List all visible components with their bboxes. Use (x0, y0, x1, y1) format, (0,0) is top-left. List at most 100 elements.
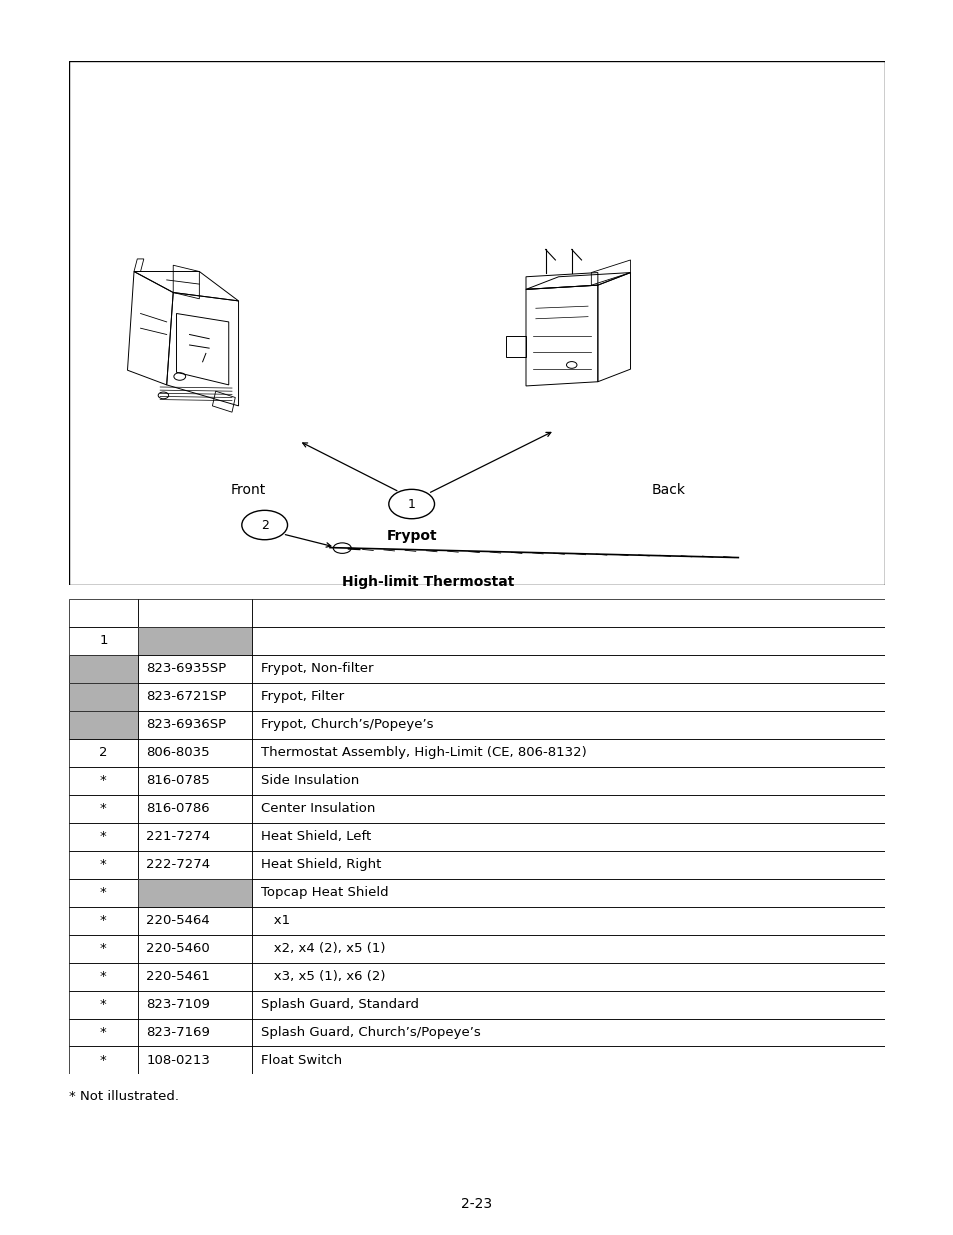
Text: 220-5460: 220-5460 (146, 942, 210, 955)
Text: 1: 1 (407, 498, 416, 510)
Bar (69, 655, 138, 683)
Bar (69, 823, 138, 851)
Bar (69, 655, 138, 683)
Bar (69, 683, 138, 711)
Text: 806-8035: 806-8035 (146, 746, 210, 760)
Text: *: * (100, 858, 107, 871)
Ellipse shape (333, 543, 351, 553)
Bar (69, 739, 138, 767)
Bar (69, 906, 138, 935)
Bar (138, 823, 253, 851)
Text: x1: x1 (260, 914, 290, 927)
Bar (69, 1019, 138, 1046)
Bar (253, 878, 884, 906)
Text: 2: 2 (260, 519, 269, 531)
Text: 823-7109: 823-7109 (146, 998, 210, 1011)
Text: Back: Back (651, 483, 685, 496)
Bar (69, 795, 138, 823)
Text: 222-7274: 222-7274 (146, 858, 211, 871)
Bar (253, 1046, 884, 1074)
Text: *: * (100, 998, 107, 1011)
Bar (253, 795, 884, 823)
Bar (138, 767, 253, 795)
Text: Frypot, Church’s/Popeye’s: Frypot, Church’s/Popeye’s (260, 719, 433, 731)
Text: 816-0785: 816-0785 (146, 774, 210, 787)
Bar (253, 739, 884, 767)
Bar (138, 1019, 253, 1046)
Bar (138, 655, 253, 683)
Text: 823-6721SP: 823-6721SP (146, 690, 227, 704)
Text: Thermostat Assembly, High-Limit (CE, 806-8132): Thermostat Assembly, High-Limit (CE, 806… (260, 746, 586, 760)
Bar (69, 711, 138, 739)
Bar (253, 655, 884, 683)
Bar (69, 1046, 138, 1074)
Text: 823-6936SP: 823-6936SP (146, 719, 226, 731)
Text: 816-0786: 816-0786 (146, 803, 210, 815)
Text: 221-7274: 221-7274 (146, 830, 211, 844)
Text: Heat Shield, Right: Heat Shield, Right (260, 858, 380, 871)
Bar (138, 878, 253, 906)
Text: *: * (100, 803, 107, 815)
Text: *: * (100, 942, 107, 955)
Bar (253, 823, 884, 851)
Bar (69, 935, 138, 962)
Bar (69, 962, 138, 990)
Text: High-limit Thermostat: High-limit Thermostat (341, 574, 514, 589)
Bar (138, 795, 253, 823)
Bar (69, 683, 138, 711)
Bar (253, 711, 884, 739)
Text: Splash Guard, Church’s/Popeye’s: Splash Guard, Church’s/Popeye’s (260, 1026, 480, 1039)
Bar (138, 906, 253, 935)
Bar (138, 1046, 253, 1074)
Text: x2, x4 (2), x5 (1): x2, x4 (2), x5 (1) (260, 942, 385, 955)
Bar (138, 990, 253, 1019)
Bar (69, 627, 138, 655)
Text: Splash Guard, Standard: Splash Guard, Standard (260, 998, 418, 1011)
Text: *: * (100, 830, 107, 844)
Bar (253, 1019, 884, 1046)
Text: 220-5464: 220-5464 (146, 914, 210, 927)
Bar (69, 851, 138, 878)
Bar (138, 683, 253, 711)
Bar (253, 962, 884, 990)
Text: Center Insulation: Center Insulation (260, 803, 375, 815)
Bar (253, 990, 884, 1019)
Bar (253, 851, 884, 878)
Bar (138, 878, 253, 906)
Bar (253, 683, 884, 711)
Text: Topcap Heat Shield: Topcap Heat Shield (260, 887, 388, 899)
Text: 823-6935SP: 823-6935SP (146, 662, 226, 676)
Bar (138, 962, 253, 990)
Text: 2-23: 2-23 (461, 1197, 492, 1212)
Text: *: * (100, 1053, 107, 1067)
Text: *: * (100, 887, 107, 899)
Text: *: * (100, 1026, 107, 1039)
Text: *: * (100, 914, 107, 927)
Text: Frypot, Filter: Frypot, Filter (260, 690, 343, 704)
Text: 2: 2 (99, 746, 108, 760)
Bar (253, 767, 884, 795)
Bar (138, 627, 253, 655)
Bar (253, 935, 884, 962)
Bar (253, 599, 884, 627)
Text: Front: Front (231, 483, 266, 496)
Bar (138, 627, 253, 655)
Text: 108-0213: 108-0213 (146, 1053, 210, 1067)
Bar (253, 627, 884, 655)
Text: 1: 1 (99, 635, 108, 647)
Bar (69, 767, 138, 795)
Bar (69, 990, 138, 1019)
Text: * Not illustrated.: * Not illustrated. (69, 1091, 178, 1103)
Bar (138, 599, 253, 627)
Text: Frypot: Frypot (386, 529, 436, 542)
Text: *: * (100, 774, 107, 787)
Bar (138, 711, 253, 739)
Bar (69, 711, 138, 739)
Text: Heat Shield, Left: Heat Shield, Left (260, 830, 371, 844)
Text: 220-5461: 220-5461 (146, 969, 210, 983)
Text: Side Insulation: Side Insulation (260, 774, 358, 787)
Text: Float Switch: Float Switch (260, 1053, 341, 1067)
Bar (138, 851, 253, 878)
Bar (138, 935, 253, 962)
Text: 823-7169: 823-7169 (146, 1026, 210, 1039)
